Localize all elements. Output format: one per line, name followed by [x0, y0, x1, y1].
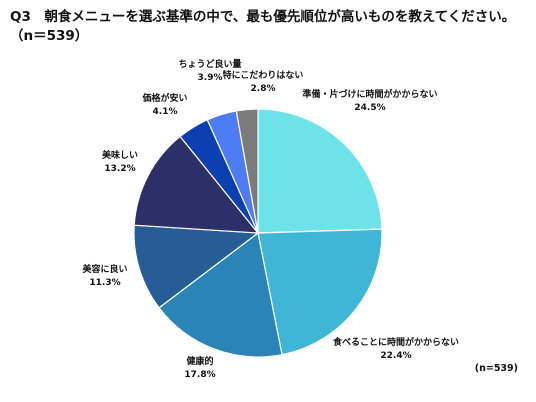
slice-label-1: 準備・片づけに時間がかからない 24.5%	[302, 88, 437, 113]
pie-slice-3	[158, 231, 283, 358]
slice-label-2: 食べることに時間がかからない 22.4%	[332, 336, 459, 361]
slice-label-6: 価格が安い 4.1%	[141, 92, 187, 117]
pie-slice-5	[133, 135, 260, 234]
title-question: Q3 朝食メニューを選ぶ基準の中で、最も優先順位が高いものを教えてください。	[10, 9, 516, 25]
slice-label-8: 特にこだわりはない 2.8%	[223, 69, 304, 94]
pie-slice-4	[133, 224, 260, 309]
chart-title: Q3 朝食メニューを選ぶ基準の中で、最も優先順位が高いものを教えてください。 （…	[10, 8, 530, 46]
sample-size-note: (n=539)	[474, 363, 518, 374]
slice-label-5: 美味しい 13.2%	[102, 149, 138, 174]
title-sample-size: （n＝539）	[10, 28, 89, 44]
pie-slice-1	[257, 108, 383, 234]
pie-slice-2	[257, 228, 383, 356]
slice-label-7: ちょうど良い量 3.9%	[178, 58, 241, 83]
pie-slice-8	[235, 108, 259, 234]
slice-label-3: 健康的 17.8%	[184, 355, 215, 380]
slice-label-4: 美容に良い 11.3%	[82, 263, 127, 288]
